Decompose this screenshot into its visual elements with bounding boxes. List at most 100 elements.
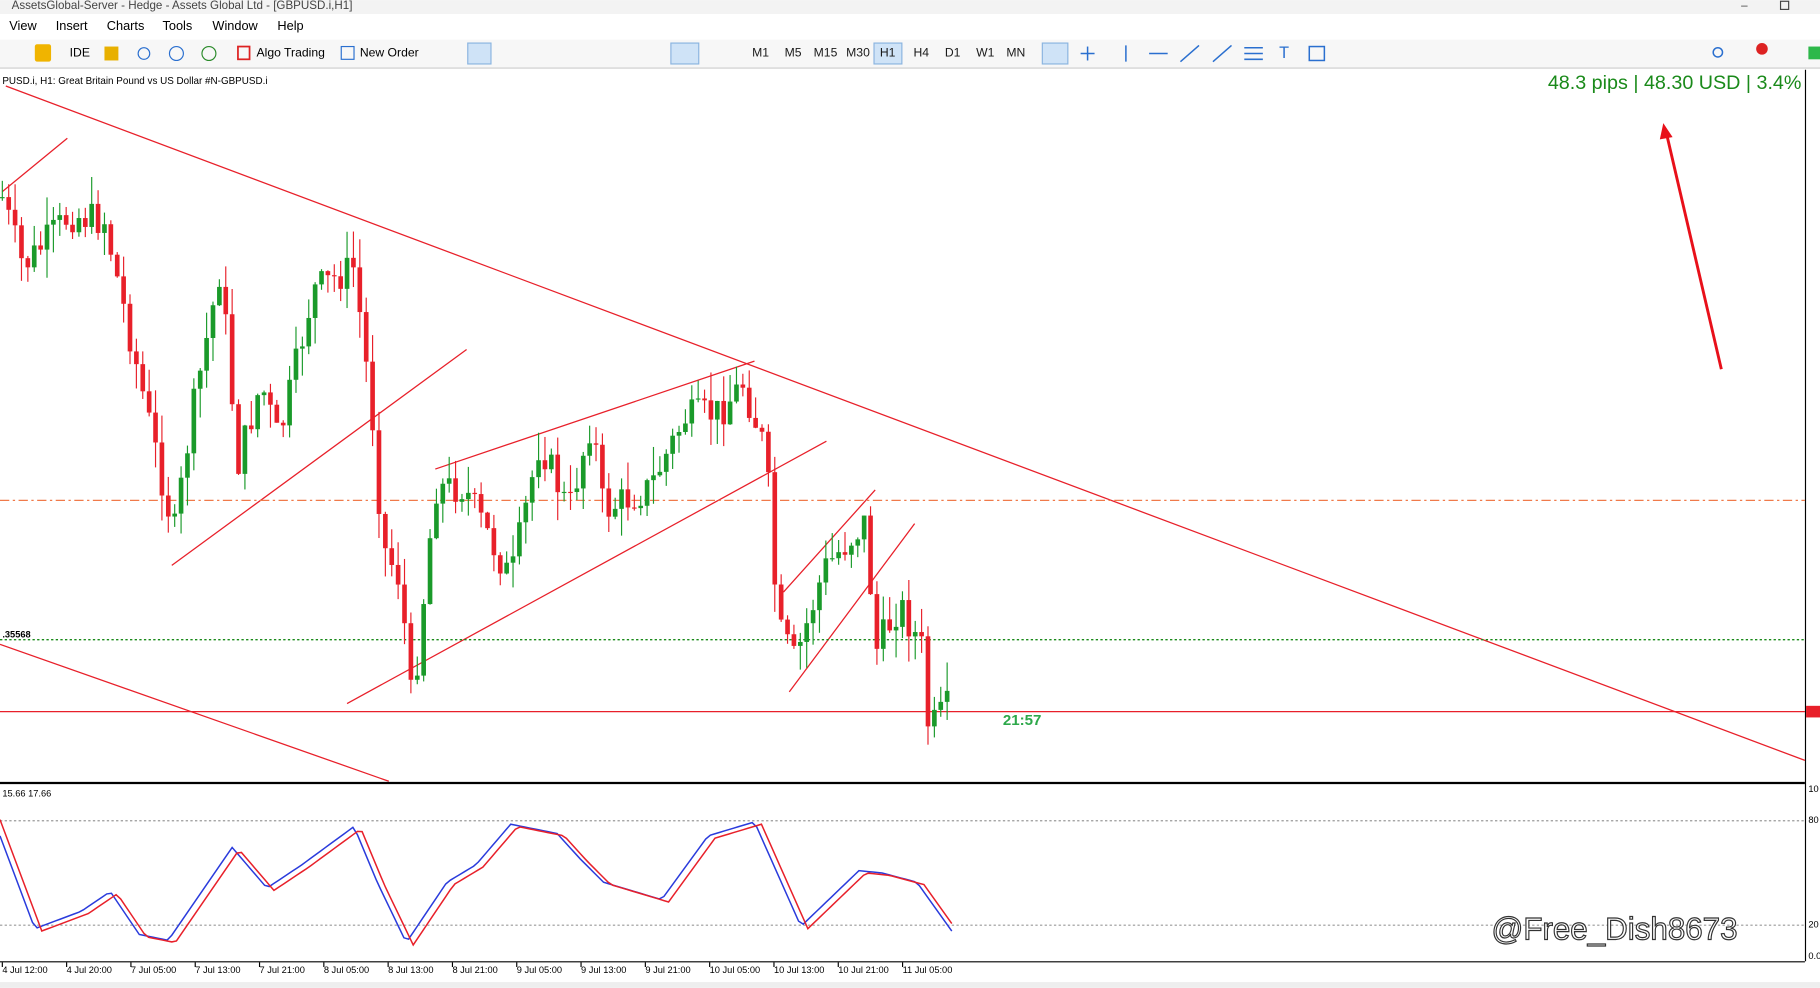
candle-body: [734, 384, 739, 402]
menu-item[interactable]: Charts: [107, 18, 145, 33]
menu-item[interactable]: View: [9, 18, 37, 33]
candle-body: [555, 454, 561, 493]
candle-body: [204, 337, 209, 371]
candle-body: [376, 430, 382, 514]
candle-body: [63, 215, 69, 225]
time-label: 10 Jul 21:00: [838, 965, 889, 975]
candle-body: [414, 675, 420, 680]
candle-body: [300, 346, 305, 349]
menu-item[interactable]: Tools: [163, 18, 193, 33]
menu-item[interactable]: Help: [277, 18, 303, 33]
candle-body: [440, 483, 446, 504]
menu-bar: [0, 14, 1820, 40]
candle-body: [357, 267, 363, 313]
candle-body: [536, 460, 541, 478]
candle-body: [38, 245, 43, 250]
candle-body: [312, 284, 318, 318]
icon-algo[interactable]: [237, 45, 251, 61]
candle-body: [185, 453, 190, 478]
arrow-head: [1659, 123, 1673, 140]
candle-body: [51, 219, 56, 225]
level-label: .35568: [2, 629, 30, 639]
candle-body: [549, 454, 554, 470]
ide-button[interactable]: IDE: [70, 46, 90, 60]
timeframe-button[interactable]: W1: [976, 46, 994, 60]
candle-body: [944, 690, 950, 702]
icon-order[interactable]: [340, 45, 355, 60]
candle-body: [102, 224, 107, 233]
menu-item[interactable]: Window: [212, 18, 258, 33]
time-label: 9 Jul 05:00: [517, 965, 562, 975]
new-order-button[interactable]: New Order: [360, 46, 419, 60]
maximize[interactable]: [1779, 0, 1790, 10]
candle-body: [580, 455, 586, 489]
icon-signal[interactable]: [137, 47, 151, 60]
candle-body: [823, 558, 829, 583]
candle-body: [651, 475, 656, 481]
cursor-tool[interactable]: [1041, 42, 1069, 65]
candle-body: [12, 209, 18, 226]
candle-body: [561, 491, 567, 494]
icon-cloud[interactable]: [168, 45, 184, 62]
icon-globe[interactable]: [201, 45, 217, 62]
autoscroll[interactable]: [670, 42, 700, 65]
timeframe-button[interactable]: H4: [913, 46, 929, 60]
status-icon: [1808, 46, 1820, 60]
timeframe-button[interactable]: M5: [785, 46, 802, 60]
candle-body: [529, 477, 535, 503]
timeframes: M1 M5 M15 M30 H1 H4 D1 W1 MN: [752, 42, 1025, 65]
candle-body: [695, 398, 701, 400]
search[interactable]: [1712, 46, 1724, 58]
timeframe-button[interactable]: H1: [880, 46, 896, 60]
candle-body: [121, 276, 126, 304]
timeframe-active[interactable]: [873, 42, 903, 65]
menu-item[interactable]: Insert: [56, 18, 88, 33]
candle-body: [191, 388, 197, 454]
candle-body: [344, 257, 350, 289]
icon-bag[interactable]: [104, 46, 119, 61]
time-label: 8 Jul 13:00: [388, 965, 433, 975]
icon-dollar[interactable]: [34, 44, 52, 62]
channel-line: [788, 523, 916, 693]
time-label: 7 Jul 21:00: [260, 965, 305, 975]
trendline[interactable]: [1179, 44, 1200, 63]
candle-body: [810, 610, 816, 624]
candle-body: [491, 528, 497, 556]
text-tool[interactable]: T: [1279, 44, 1289, 62]
shapes[interactable]: [1308, 45, 1326, 62]
candle-body: [817, 582, 822, 611]
channel[interactable]: [1212, 44, 1233, 63]
candle-body: [721, 400, 727, 425]
candles: [0, 177, 950, 745]
candle-body: [842, 552, 848, 555]
candle-body: [804, 623, 810, 642]
candle-body: [510, 556, 516, 563]
candle-body: [619, 489, 624, 509]
candle-body: [657, 471, 663, 476]
minimize[interactable]: –: [1741, 0, 1748, 12]
notification-badge[interactable]: [1756, 43, 1768, 55]
candle-body: [293, 348, 299, 380]
algo-trading-button[interactable]: Algo Trading: [257, 46, 325, 60]
candle-body: [632, 507, 637, 509]
channel-line: [346, 440, 827, 705]
candle-body: [542, 460, 548, 470]
candle-body: [670, 435, 675, 454]
indicator-levels: 10 80 20 0.0: [1808, 784, 1820, 961]
candle-body: [140, 364, 146, 392]
timeframe-button[interactable]: D1: [945, 46, 961, 60]
candle-body: [919, 632, 924, 637]
stochastic-main: [0, 821, 953, 941]
candle-body: [574, 488, 580, 493]
candle-body: [791, 634, 797, 646]
timeframe-button[interactable]: MN: [1006, 46, 1025, 60]
candle-body: [408, 623, 414, 680]
candle-body: [165, 495, 171, 517]
candle-body: [0, 197, 5, 199]
timeframe-button[interactable]: M1: [752, 46, 769, 60]
timeframe-button[interactable]: M30: [846, 46, 870, 60]
timeframe-button[interactable]: M15: [814, 46, 838, 60]
candle-body: [606, 488, 612, 517]
candles-mode[interactable]: [467, 42, 492, 65]
